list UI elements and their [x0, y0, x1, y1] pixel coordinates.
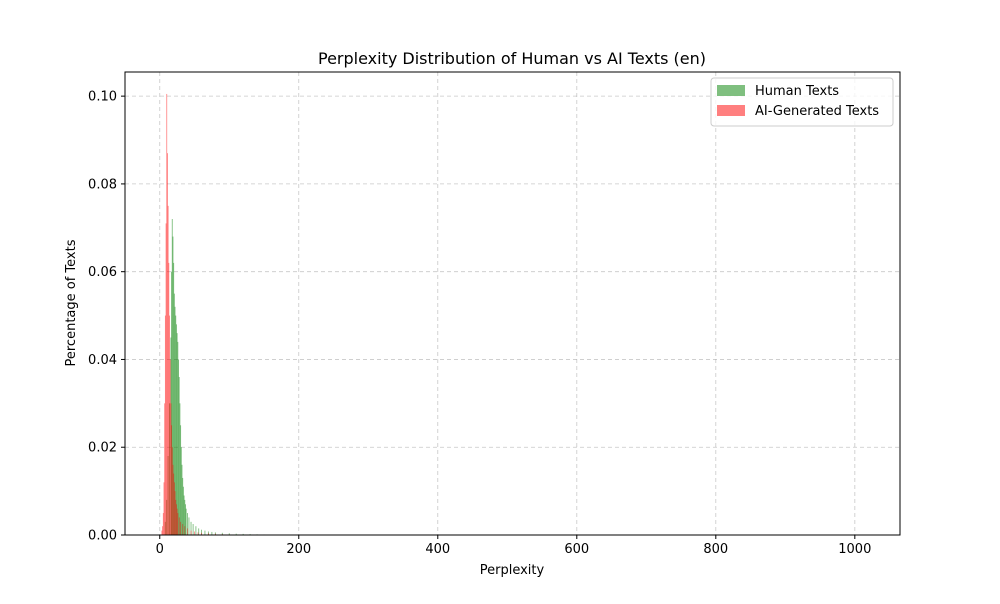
x-axis-label: Perplexity — [480, 563, 545, 578]
human-bars-group — [165, 219, 299, 535]
y-tick-label: 0.00 — [88, 529, 117, 544]
ai-bar — [177, 513, 178, 535]
legend-swatch-human — [717, 85, 745, 96]
y-tick-label: 0.04 — [88, 353, 117, 368]
ai-bar — [162, 526, 163, 535]
ai-bar — [175, 500, 176, 535]
ai-bar — [161, 531, 162, 535]
human-bar — [188, 517, 189, 535]
ai-bar — [174, 482, 175, 535]
ai-bar — [165, 316, 166, 535]
ai-bar — [175, 491, 176, 535]
x-axis-ticks: 0 200 400 600 800 1000 — [156, 535, 872, 557]
y-axis-label: Percentage of Texts — [64, 239, 79, 366]
ai-bar — [164, 403, 165, 535]
ai-bar — [180, 522, 181, 535]
ai-bar — [166, 223, 167, 535]
ai-bar — [172, 447, 173, 535]
ai-bar — [163, 513, 164, 535]
ai-bar — [182, 524, 183, 535]
ai-bar — [187, 528, 188, 535]
x-tick-label: 0 — [156, 542, 164, 557]
y-tick-label: 0.08 — [88, 177, 117, 192]
ai-bar — [168, 263, 169, 535]
x-tick-label: 600 — [564, 542, 589, 557]
y-tick-label: 0.06 — [88, 265, 117, 280]
ai-bar — [173, 465, 174, 535]
x-tick-label: 1000 — [838, 542, 871, 557]
ai-bar — [184, 526, 185, 535]
legend-label-human: Human Texts — [755, 84, 839, 99]
ai-bar — [166, 94, 167, 535]
human-bar — [186, 509, 187, 535]
human-bar — [204, 531, 205, 535]
ai-bar — [194, 531, 195, 535]
x-tick-label: 800 — [703, 542, 728, 557]
ai-bar — [191, 531, 192, 535]
ai-bar — [177, 509, 178, 535]
y-tick-label: 0.10 — [88, 90, 117, 105]
chart-title: Perplexity Distribution of Human vs AI T… — [318, 49, 706, 68]
ai-bar — [179, 517, 180, 535]
legend-swatch-ai — [717, 105, 745, 116]
ai-bar — [171, 425, 172, 535]
ai-bar — [173, 474, 174, 535]
legend-label-ai: AI-Generated Texts — [755, 104, 879, 119]
legend: Human Texts AI-Generated Texts — [711, 78, 893, 126]
grid-layer — [125, 72, 900, 535]
x-tick-label: 200 — [286, 542, 311, 557]
ai-bar — [169, 316, 170, 535]
ai-bar — [167, 153, 168, 535]
plot-frame — [125, 72, 900, 535]
x-tick-label: 400 — [425, 542, 450, 557]
y-axis-ticks: 0.00 0.02 0.04 0.06 0.08 0.10 — [88, 90, 125, 544]
ai-bar — [176, 504, 177, 535]
human-bar — [195, 526, 196, 535]
ai-bar — [170, 359, 171, 535]
human-bar — [193, 524, 194, 535]
ai-bar — [171, 403, 172, 535]
ai-bar — [168, 206, 169, 535]
y-tick-label: 0.02 — [88, 441, 117, 456]
ai-bar — [164, 482, 165, 535]
